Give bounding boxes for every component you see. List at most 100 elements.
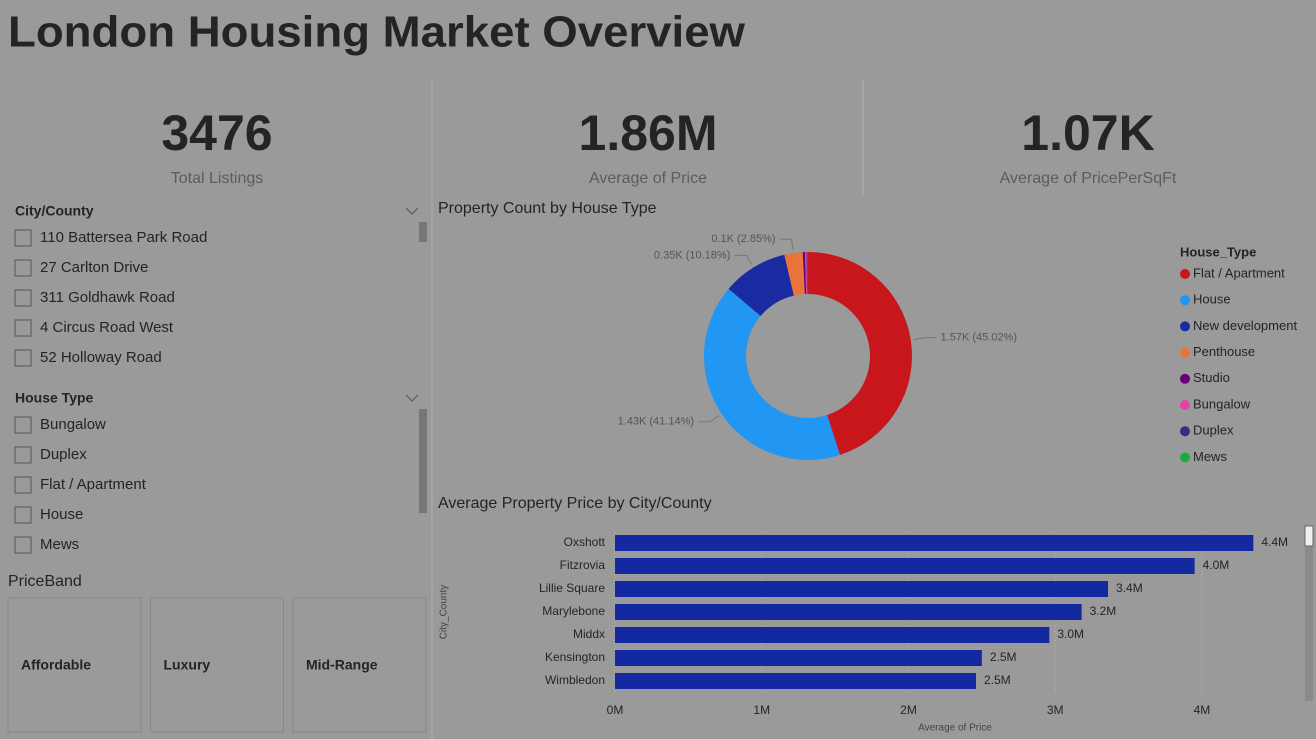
data-label: 1.43K (41.14%) xyxy=(618,416,694,428)
slicer-item[interactable]: Bungalow xyxy=(40,416,106,433)
legend-marker[interactable] xyxy=(1180,295,1190,306)
data-label: 2.5M xyxy=(984,673,1011,687)
scrollbar[interactable] xyxy=(1305,526,1313,701)
data-label: 3.0M xyxy=(1057,627,1084,641)
slicer-item[interactable]: 311 Goldhawk Road xyxy=(40,289,175,306)
donut-slice xyxy=(704,288,840,460)
x-tick-label: 2M xyxy=(900,703,917,717)
tile-label[interactable]: Affordable xyxy=(21,657,91,673)
legend-marker[interactable] xyxy=(1180,321,1190,332)
donut-slice xyxy=(807,252,808,295)
checkbox[interactable] xyxy=(14,416,32,434)
leader-line xyxy=(913,337,937,340)
leader-line xyxy=(734,254,753,266)
bar[interactable] xyxy=(615,673,976,689)
kpi-value: 3476 xyxy=(161,105,272,161)
kpi-value: 1.86M xyxy=(579,105,718,161)
tile[interactable] xyxy=(292,597,427,733)
leader-line xyxy=(779,238,794,251)
legend-marker[interactable] xyxy=(1180,347,1190,358)
checkbox[interactable] xyxy=(14,349,32,367)
donut-slice xyxy=(806,252,808,295)
donut-slice xyxy=(728,254,794,316)
data-label: 4.0M xyxy=(1203,558,1230,572)
chart-title: Average Property Price by City/County xyxy=(438,495,712,512)
tile-label[interactable]: Luxury xyxy=(164,657,211,673)
legend-marker[interactable] xyxy=(1180,373,1190,384)
kpi-label: Average of PricePerSqFt xyxy=(1000,170,1177,187)
slicer-item[interactable]: House xyxy=(40,506,83,523)
bar[interactable] xyxy=(615,650,982,666)
scrollbar[interactable] xyxy=(419,409,427,513)
y-tick-label: Lillie Square xyxy=(539,581,605,595)
leader-line xyxy=(698,415,720,423)
data-label: 0.35K (10.18%) xyxy=(654,249,730,261)
legend-label[interactable]: Studio xyxy=(1193,370,1230,385)
legend-marker[interactable] xyxy=(1180,426,1190,437)
legend-title: House_Type xyxy=(1180,244,1256,259)
slicer-item[interactable]: 52 Holloway Road xyxy=(40,349,162,366)
page-title: London Housing Market Overview xyxy=(8,8,746,57)
legend-label[interactable]: House xyxy=(1193,292,1231,307)
slicer-item[interactable]: 27 Carlton Drive xyxy=(40,259,148,276)
x-tick-label: 3M xyxy=(1047,703,1064,717)
bar[interactable] xyxy=(615,581,1109,597)
slicer-title: PriceBand xyxy=(8,573,82,590)
legend-label[interactable]: Duplex xyxy=(1193,423,1234,438)
legend-marker[interactable] xyxy=(1180,400,1190,410)
legend-label[interactable]: Flat / Apartment xyxy=(1193,265,1285,280)
bar[interactable] xyxy=(615,604,1082,620)
kpi-label: Total Listings xyxy=(171,170,264,187)
x-axis-label: Average of Price xyxy=(918,723,992,734)
bar[interactable] xyxy=(615,558,1195,574)
y-tick-label: Kensington xyxy=(545,650,605,664)
slicer-item[interactable]: Duplex xyxy=(40,446,87,463)
slicer-chevron[interactable] xyxy=(405,394,419,402)
legend-label[interactable]: New development xyxy=(1193,318,1297,333)
slicer-item[interactable]: 110 Battersea Park Road xyxy=(40,229,207,246)
bar[interactable] xyxy=(615,535,1254,551)
legend-label[interactable]: Penthouse xyxy=(1193,344,1255,359)
checkbox[interactable] xyxy=(14,506,32,524)
data-label: 3.4M xyxy=(1116,581,1143,595)
x-tick-label: 4M xyxy=(1194,703,1211,717)
slicer-item[interactable]: Flat / Apartment xyxy=(40,476,147,493)
checkbox[interactable] xyxy=(14,259,32,277)
checkbox[interactable] xyxy=(14,319,32,337)
y-tick-label: Wimbledon xyxy=(545,673,605,687)
tile[interactable] xyxy=(150,597,284,733)
slicer-chevron[interactable] xyxy=(405,207,419,215)
data-label: 2.5M xyxy=(990,650,1017,664)
donut-slice xyxy=(804,252,808,295)
checkbox[interactable] xyxy=(14,289,32,307)
slicer-item[interactable]: Mews xyxy=(40,536,79,553)
legend-marker[interactable] xyxy=(1180,269,1190,279)
slicer-title: City/County xyxy=(15,203,94,219)
tile[interactable] xyxy=(7,597,142,733)
data-label: 3.2M xyxy=(1090,604,1117,618)
y-tick-label: Marylebone xyxy=(542,604,605,618)
donut-slice xyxy=(808,252,912,455)
kpi-value: 1.07K xyxy=(1021,105,1154,161)
x-tick-label: 1M xyxy=(753,703,770,717)
kpi-label: Average of Price xyxy=(589,170,707,187)
scroll-thumb[interactable] xyxy=(1304,525,1314,547)
tile-label[interactable]: Mid-Range xyxy=(306,657,378,673)
checkbox[interactable] xyxy=(14,536,32,554)
legend-label[interactable]: Bungalow xyxy=(1193,396,1251,411)
chart-title: Property Count by House Type xyxy=(438,200,657,217)
checkbox[interactable] xyxy=(14,446,32,464)
legend-marker[interactable] xyxy=(1180,452,1190,463)
checkbox[interactable] xyxy=(14,476,32,494)
slicer-item[interactable]: 4 Circus Road West xyxy=(40,319,174,336)
legend-label[interactable]: Mews xyxy=(1193,449,1227,464)
donut-slice xyxy=(784,252,805,296)
checkbox[interactable] xyxy=(14,229,32,247)
bar[interactable] xyxy=(615,627,1050,643)
data-label: 4.4M xyxy=(1261,535,1288,549)
y-tick-label: Fitzrovia xyxy=(560,558,606,572)
scrollbar[interactable] xyxy=(419,222,427,242)
data-label: 1.57K (45.02%) xyxy=(941,332,1017,344)
donut-slice xyxy=(802,252,807,295)
